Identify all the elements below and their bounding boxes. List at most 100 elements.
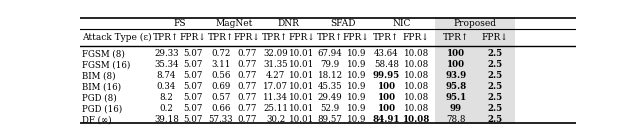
Text: 78.8: 78.8 [446, 115, 465, 124]
Text: TPR↑: TPR↑ [373, 33, 400, 42]
Text: FPR↓: FPR↓ [403, 33, 429, 42]
Text: 5.07: 5.07 [183, 93, 202, 102]
Text: 2.5: 2.5 [487, 104, 502, 113]
Text: TPR↑: TPR↑ [262, 33, 289, 42]
Text: 31.35: 31.35 [263, 60, 288, 69]
Text: 95.1: 95.1 [445, 93, 467, 102]
Text: FPR↓: FPR↓ [288, 33, 315, 42]
Text: 32.09: 32.09 [263, 49, 288, 58]
Text: 10.01: 10.01 [289, 49, 314, 58]
Text: 2.5: 2.5 [487, 49, 502, 58]
Text: 0.77: 0.77 [237, 115, 257, 124]
Text: BIM (16): BIM (16) [83, 82, 122, 91]
Text: 10.9: 10.9 [346, 71, 366, 80]
Text: 2.5: 2.5 [487, 82, 502, 91]
Text: TPR↑: TPR↑ [317, 33, 343, 42]
Text: 52.9: 52.9 [321, 104, 340, 113]
Text: FPR↓: FPR↓ [179, 33, 206, 42]
Text: NIC: NIC [392, 19, 411, 28]
Text: 10.08: 10.08 [404, 82, 429, 91]
Text: 17.07: 17.07 [263, 82, 288, 91]
Text: 29.49: 29.49 [317, 93, 342, 102]
Text: 10.08: 10.08 [404, 60, 429, 69]
Text: 39.18: 39.18 [154, 115, 179, 124]
Text: 10.9: 10.9 [346, 93, 366, 102]
Text: 0.77: 0.77 [237, 104, 257, 113]
Text: 57.33: 57.33 [209, 115, 233, 124]
Text: 5.07: 5.07 [183, 71, 202, 80]
Text: 10.9: 10.9 [346, 104, 366, 113]
Text: FPR↓: FPR↓ [481, 33, 508, 42]
Text: FPR↓: FPR↓ [343, 33, 369, 42]
Text: 93.9: 93.9 [445, 71, 467, 80]
Text: 10.9: 10.9 [346, 82, 366, 91]
Text: 30.2: 30.2 [266, 115, 285, 124]
Text: DF (∞): DF (∞) [83, 115, 112, 124]
Text: Proposed: Proposed [454, 19, 497, 28]
Text: 10.9: 10.9 [346, 115, 366, 124]
Text: 10.01: 10.01 [289, 93, 314, 102]
Text: DNR: DNR [278, 19, 300, 28]
Text: FGSM (16): FGSM (16) [83, 60, 131, 69]
Text: 5.07: 5.07 [183, 115, 202, 124]
Text: 0.69: 0.69 [211, 82, 230, 91]
Text: TPR↑: TPR↑ [208, 33, 234, 42]
Text: 100: 100 [378, 93, 396, 102]
Text: 100: 100 [447, 49, 465, 58]
Text: 5.07: 5.07 [183, 104, 202, 113]
Text: 10.9: 10.9 [346, 60, 366, 69]
Text: 4.27: 4.27 [266, 71, 285, 80]
Text: 67.94: 67.94 [317, 49, 342, 58]
Text: 0.56: 0.56 [211, 71, 230, 80]
Text: TPR↑: TPR↑ [442, 33, 469, 42]
Text: PGD (8): PGD (8) [83, 93, 117, 102]
Text: 5.07: 5.07 [183, 60, 202, 69]
Text: 10.08: 10.08 [404, 49, 429, 58]
Text: 0.66: 0.66 [211, 104, 230, 113]
Text: 2.5: 2.5 [487, 93, 502, 102]
Text: 0.2: 0.2 [159, 104, 173, 113]
Text: 0.34: 0.34 [157, 82, 176, 91]
Text: 5.07: 5.07 [183, 49, 202, 58]
Text: SFAD: SFAD [330, 19, 356, 28]
Text: BIM (8): BIM (8) [83, 71, 116, 80]
Text: 95.8: 95.8 [445, 82, 467, 91]
Text: 100: 100 [447, 60, 465, 69]
Text: 10.9: 10.9 [346, 49, 366, 58]
Text: 29.33: 29.33 [154, 49, 179, 58]
Text: 8.74: 8.74 [157, 71, 176, 80]
Text: 10.01: 10.01 [289, 104, 314, 113]
Text: 89.57: 89.57 [317, 115, 342, 124]
Text: 0.77: 0.77 [237, 49, 257, 58]
Text: 10.08: 10.08 [404, 104, 429, 113]
Text: FPR↓: FPR↓ [234, 33, 260, 42]
Text: 99.95: 99.95 [373, 71, 400, 80]
Text: 10.01: 10.01 [289, 115, 314, 124]
Text: 79.9: 79.9 [321, 60, 340, 69]
Text: 2.5: 2.5 [487, 71, 502, 80]
Bar [435, 17, 515, 124]
Text: 58.48: 58.48 [374, 60, 399, 69]
Text: 10.01: 10.01 [289, 71, 314, 80]
Text: 0.72: 0.72 [211, 49, 230, 58]
Text: Attack Type (ε): Attack Type (ε) [83, 33, 152, 42]
Text: 10.08: 10.08 [403, 115, 430, 124]
Text: FGSM (8): FGSM (8) [83, 49, 125, 58]
Text: 3.11: 3.11 [211, 60, 230, 69]
Text: 84.91: 84.91 [372, 115, 400, 124]
Text: 35.34: 35.34 [154, 60, 179, 69]
Text: PGD (16): PGD (16) [83, 104, 123, 113]
Text: 0.77: 0.77 [237, 82, 257, 91]
Text: FS: FS [173, 19, 186, 28]
Text: 10.01: 10.01 [289, 82, 314, 91]
Text: 0.57: 0.57 [211, 93, 230, 102]
Text: 5.07: 5.07 [183, 82, 202, 91]
Text: 0.77: 0.77 [237, 93, 257, 102]
Text: TPR↑: TPR↑ [153, 33, 180, 42]
Text: 11.34: 11.34 [263, 93, 288, 102]
Text: 0.77: 0.77 [237, 60, 257, 69]
Text: 10.01: 10.01 [289, 60, 314, 69]
Text: 25.11: 25.11 [263, 104, 288, 113]
Text: 10.08: 10.08 [404, 93, 429, 102]
Text: 8.2: 8.2 [159, 93, 173, 102]
